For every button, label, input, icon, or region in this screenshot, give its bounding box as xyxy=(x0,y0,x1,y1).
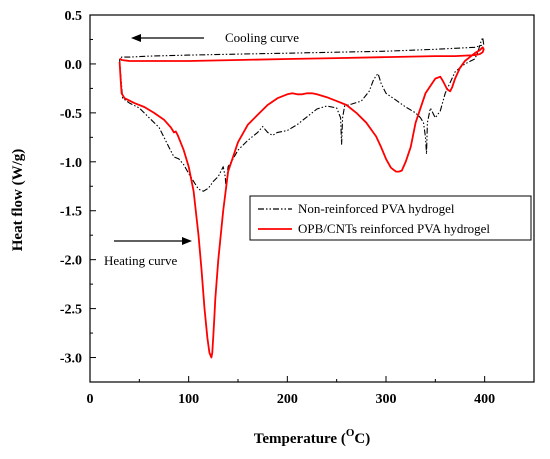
x-tick-label: 300 xyxy=(376,392,397,407)
y-tick-label: -0.5 xyxy=(60,107,82,122)
plot-frame xyxy=(89,14,535,383)
x-tick-label: 100 xyxy=(178,392,199,407)
cooling-label: Cooling curve xyxy=(225,30,299,45)
y-tick-label: -2.0 xyxy=(60,254,82,269)
x-axis-title-sup: O xyxy=(346,427,355,439)
legend: Non-reinforced PVA hydrogel OPB/CNTs rei… xyxy=(249,195,532,241)
y-tick-label: -1.5 xyxy=(60,205,82,220)
heating-arrow-head xyxy=(182,237,192,245)
x-tick-label: 400 xyxy=(474,392,495,407)
y-axis-title: Heat flow (W/g) xyxy=(10,149,26,251)
y-tick-label: -1.0 xyxy=(60,156,82,171)
legend-label-non-reinforced: Non-reinforced PVA hydrogel xyxy=(298,201,455,216)
y-tick-label: 0.0 xyxy=(65,58,83,73)
heating-annotation: Heating curve xyxy=(104,237,192,268)
cooling-annotation: Cooling curve xyxy=(131,30,299,45)
series-line-reinforced xyxy=(118,46,485,359)
x-tick-label: 0 xyxy=(87,392,94,407)
cooling-arrow-head xyxy=(131,34,141,42)
legend-box xyxy=(249,195,532,241)
y-tick-label: -2.5 xyxy=(60,303,82,318)
y-tick-label: -3.0 xyxy=(60,352,82,367)
legend-label-reinforced: OPB/CNTs reinforced PVA hydrogel xyxy=(298,221,490,236)
y-tick-label: 0.5 xyxy=(65,9,83,24)
x-axis-title: Temperature (OC) xyxy=(254,427,370,447)
heating-label: Heating curve xyxy=(104,253,178,268)
x-tick-label: 200 xyxy=(277,392,298,407)
x-axis-title-end: C) xyxy=(354,431,370,447)
series-line-non-reinforced xyxy=(119,36,485,192)
x-axis-title-main: Temperature ( xyxy=(254,431,346,447)
